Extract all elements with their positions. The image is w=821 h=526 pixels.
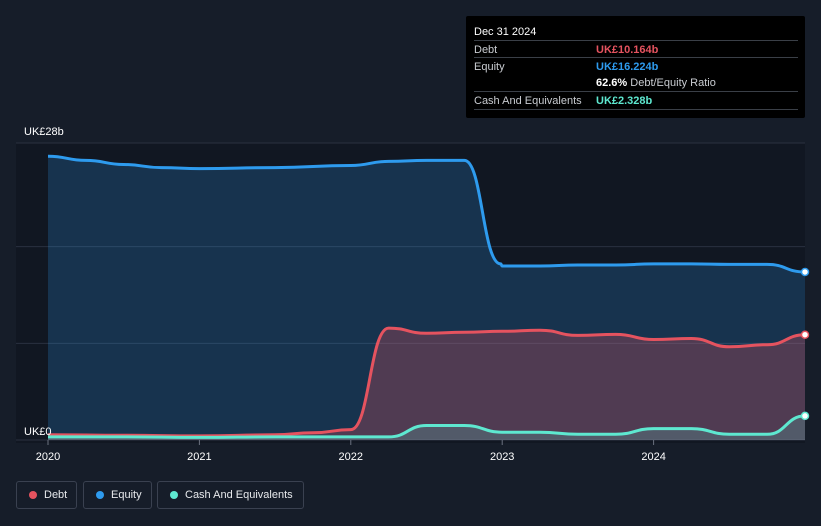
- tooltip-row-debt: Debt UK£10.164b: [474, 40, 798, 58]
- gridlines: [16, 142, 805, 441]
- legend-label-debt: Debt: [44, 489, 68, 501]
- tooltip-cash-label: Cash And Equivalents: [474, 95, 582, 107]
- tooltip-debt-value: UK£10.164b: [596, 44, 659, 56]
- x-tick-label: 2023: [490, 451, 514, 463]
- equity-dot-icon: [96, 491, 104, 499]
- tooltip-row-ratio: 62.6% Debt/Equity Ratio: [474, 74, 798, 91]
- equity-end-marker: [800, 267, 810, 277]
- cash-line: [47, 414, 806, 439]
- equity-area: [48, 156, 805, 440]
- debt-end-marker: [800, 330, 810, 339]
- tooltip-cash-value: UK£2.328b: [596, 95, 653, 107]
- legend-label-cash: Cash And Equivalents: [185, 489, 293, 501]
- x-axis-ticks: 2020 2021 2022 2023 2024: [36, 440, 666, 463]
- tooltip-equity-value: UK£16.224b: [596, 61, 659, 73]
- legend-item-equity[interactable]: Equity: [83, 481, 152, 509]
- tooltip-date: Dec 31 2024: [474, 26, 537, 38]
- legend-item-cash[interactable]: Cash And Equivalents: [157, 481, 304, 509]
- tooltip-divider: [474, 109, 798, 110]
- series-end-markers: [800, 267, 810, 421]
- legend-label-equity: Equity: [111, 489, 142, 501]
- cash-end-marker: [800, 411, 810, 421]
- equity-line: [47, 154, 806, 274]
- debt-line: [47, 326, 806, 438]
- tooltip-row-cash: Cash And Equivalents UK£2.328b: [474, 91, 798, 109]
- debt-dot-icon: [29, 491, 37, 499]
- series-lines: [47, 154, 806, 439]
- tooltip-equity-label: Equity: [474, 61, 505, 73]
- tooltip-ratio-value: 62.6% Debt/Equity Ratio: [596, 77, 716, 89]
- cash-dot-icon: [170, 491, 178, 499]
- y-axis-zero-label: UK£0: [24, 426, 52, 438]
- tooltip-ratio-percent: 62.6%: [596, 77, 628, 89]
- y-axis-max-label: UK£28b: [24, 126, 64, 138]
- x-tick-label: 2024: [641, 451, 665, 463]
- tooltip-ratio-label: Debt/Equity Ratio: [630, 77, 716, 89]
- debt-area: [48, 328, 805, 440]
- legend-item-debt[interactable]: Debt: [16, 481, 77, 509]
- plot-shade-past: [16, 143, 805, 443]
- tooltip: Dec 31 2024 Debt UK£10.164b Equity UK£16…: [466, 16, 805, 118]
- cash-area: [48, 415, 805, 440]
- x-tick-label: 2021: [187, 451, 211, 463]
- tooltip-row-equity: Equity UK£16.224b: [474, 57, 798, 75]
- series-areas: [48, 156, 805, 440]
- tooltip-debt-label: Debt: [474, 44, 498, 56]
- x-tick-label: 2020: [36, 451, 60, 463]
- x-tick-label: 2022: [339, 451, 363, 463]
